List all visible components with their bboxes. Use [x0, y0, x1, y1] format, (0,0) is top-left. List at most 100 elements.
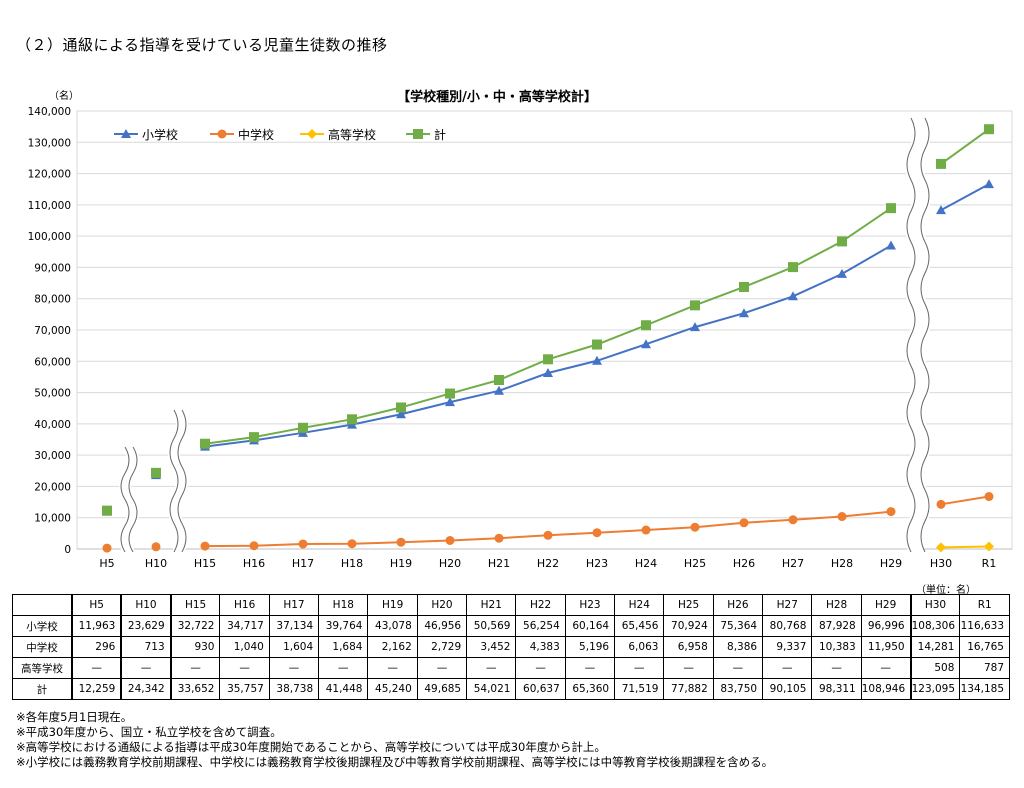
x-tick-label: R1: [982, 557, 997, 570]
series-line: [940, 545, 990, 549]
column-header: H30: [910, 594, 961, 616]
series-square: [102, 124, 994, 516]
table-cell: —: [367, 657, 418, 679]
legend-label: 小学校: [142, 127, 178, 142]
data-point: [151, 542, 161, 552]
axis-break-line: [920, 117, 930, 553]
data-point: [543, 354, 553, 365]
column-header: R1: [959, 594, 1010, 616]
table-cell: —: [170, 657, 221, 679]
legend-item: 計: [406, 127, 446, 142]
table-row: 小学校 11,963 23,629 32,722 34,717 37,134 39,764 4…: [12, 615, 1010, 637]
data-point: [641, 320, 651, 331]
x-tick-label: H23: [586, 557, 608, 570]
table-cell: 39,764: [318, 615, 369, 637]
data-point: [641, 525, 651, 535]
grid: [76, 110, 1013, 550]
data-point: [347, 414, 357, 425]
data-point: [739, 308, 749, 318]
data-point: [200, 541, 210, 551]
axis-break-line: [177, 409, 187, 553]
table-cell: 90,105: [762, 678, 813, 700]
data-point: [151, 467, 161, 478]
data-point: [788, 515, 798, 525]
data-point: [641, 339, 651, 349]
data-point: [445, 535, 455, 545]
data-point: [200, 438, 210, 449]
series-line: [204, 207, 892, 445]
table-cell: 45,240: [367, 678, 418, 700]
y-tick-label: 100,000: [28, 231, 71, 243]
table-cell: 34,717: [219, 615, 270, 637]
footnote: ※各年度5月1日現在。: [16, 710, 133, 724]
table-cell: 116,633: [959, 615, 1010, 637]
table-cell: 1,684: [318, 636, 369, 658]
y-ticks: 0 10,000 20,000 30,000 40,000 50,000 60,000 70,…: [28, 106, 71, 556]
row-label: 中学校: [12, 636, 73, 658]
footnote: ※小学校には義務教育学校前期課程、中学校には義務教育学校後期課程及び中等教育学校…: [16, 755, 774, 769]
column-header: H29: [860, 594, 912, 616]
data-point: [690, 322, 700, 332]
legend-label: 高等学校: [328, 127, 376, 142]
y-tick-label: 20,000: [34, 481, 71, 493]
x-ticks: H5 H10 H15 H16 H17 H18 H19 H20 H21 H22 H23 H24 H25 H2…: [99, 557, 996, 570]
x-tick-label: H21: [488, 557, 510, 570]
data-point: [886, 203, 896, 214]
table-cell: 1,040: [219, 636, 270, 658]
table-cell: 1,604: [268, 636, 320, 658]
data-point: [217, 129, 227, 139]
y-tick-label: 130,000: [28, 137, 71, 149]
axis-breaks: [119, 113, 931, 557]
y-tick-label: 50,000: [34, 388, 71, 400]
table-cell: —: [71, 657, 123, 679]
table-cell: 87,928: [811, 615, 862, 637]
table-cell: 65,456: [614, 615, 665, 637]
data-point: [543, 530, 553, 540]
data-point: [249, 541, 259, 551]
row-label: 高等学校: [12, 657, 73, 679]
axis-break-mask: [905, 113, 931, 557]
column-header: H15: [170, 594, 221, 616]
table-cell: —: [564, 657, 616, 679]
x-tick-label: H17: [292, 557, 314, 570]
series: [102, 124, 994, 553]
table-cell: 12,259: [71, 678, 123, 700]
column-header: H23: [564, 594, 616, 616]
data-point: [592, 339, 602, 350]
data-point: [413, 129, 423, 139]
data-point: [102, 505, 112, 516]
data-point: [984, 124, 994, 135]
line-chart: 【学校種別/小・中・高等学校計】 （名） 0 10,000 20,000 30,000…: [28, 89, 1013, 570]
table-corner: [12, 594, 73, 616]
table-cell: 71,519: [614, 678, 665, 700]
table-cell: 6,958: [663, 636, 714, 658]
table-cell: —: [811, 657, 862, 679]
y-tick-label: 90,000: [34, 262, 71, 274]
x-tick-label: H25: [684, 557, 706, 570]
y-tick-label: 30,000: [34, 450, 71, 462]
table-cell: 80,768: [762, 615, 813, 637]
table-cell: 32,722: [170, 615, 221, 637]
data-point: [837, 268, 847, 278]
y-axis-label: （名）: [49, 89, 79, 102]
data-point: [543, 368, 553, 378]
data-point: [936, 499, 946, 509]
column-header: H16: [219, 594, 270, 616]
axis-break-line: [906, 117, 916, 553]
table-row: 中学校 296 713 930 1,040 1,604 1,684 2,162 2,729 3,4…: [12, 636, 1010, 658]
table-cell: 24,342: [120, 678, 172, 700]
table-cell: 60,164: [564, 615, 616, 637]
column-header: H19: [367, 594, 418, 616]
column-header: H24: [614, 594, 665, 616]
series-line: [940, 495, 990, 506]
data-point: [936, 205, 946, 215]
x-tick-label: H28: [831, 557, 853, 570]
y-tick-label: 80,000: [34, 294, 71, 306]
table-cell: 123,095: [910, 678, 961, 700]
table-cell: —: [268, 657, 320, 679]
table-cell: —: [219, 657, 270, 679]
table-cell: 50,569: [466, 615, 517, 637]
data-point: [347, 539, 357, 549]
unit-note: （単位：名）: [916, 585, 976, 596]
axis-break-line: [169, 409, 179, 553]
